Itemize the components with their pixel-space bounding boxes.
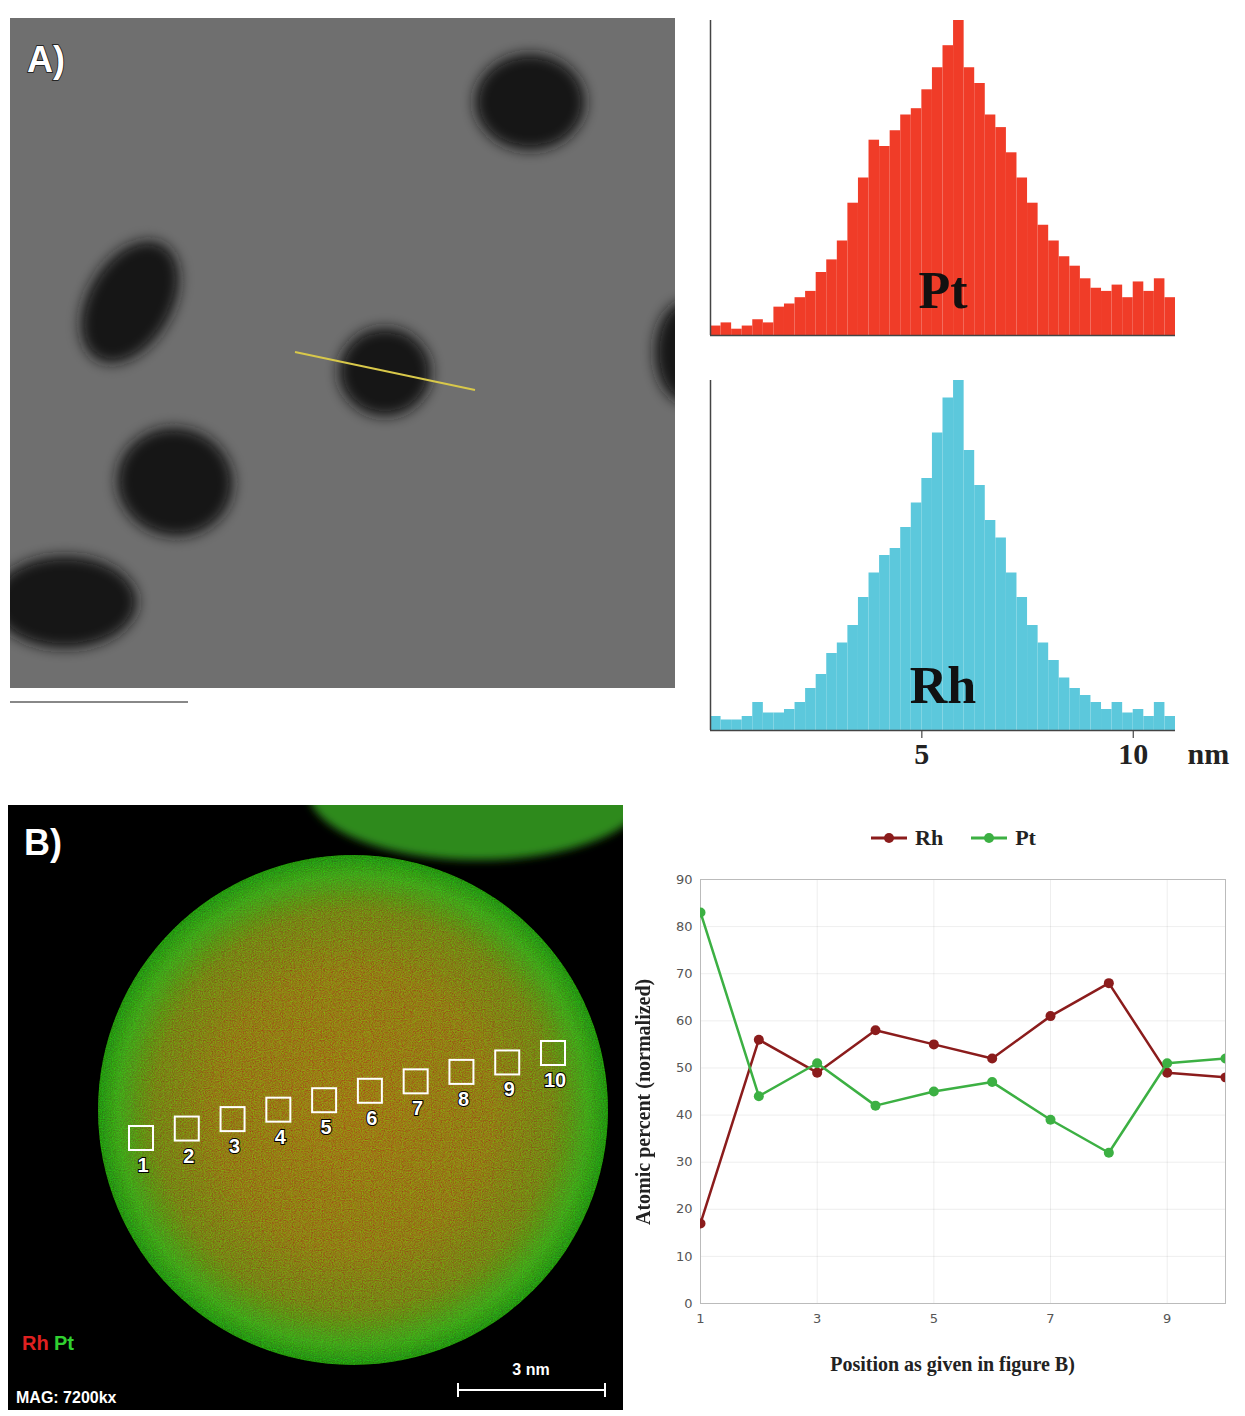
svg-text:B): B) <box>24 822 62 863</box>
svg-text:Rh: Rh <box>910 657 977 714</box>
svg-text:9: 9 <box>504 1078 515 1100</box>
svg-text:Pt: Pt <box>918 262 968 319</box>
svg-text:5: 5 <box>930 1311 938 1326</box>
svg-text:10: 10 <box>676 1249 693 1264</box>
svg-text:3: 3 <box>813 1311 821 1326</box>
svg-text:30: 30 <box>676 1154 693 1169</box>
svg-text:90: 90 <box>676 872 693 887</box>
svg-text:40: 40 <box>676 1107 693 1122</box>
svg-text:A): A) <box>27 39 65 80</box>
svg-text:20: 20 <box>676 1201 693 1216</box>
html-text:Position as given in figure B): Position as given in figure B) <box>830 1353 1075 1375</box>
svg-text:8: 8 <box>458 1088 469 1110</box>
html-text:Rh: Rh <box>915 825 944 850</box>
html-text:Atomic percent (normalized): Atomic percent (normalized) <box>632 978 654 1226</box>
svg-text:4: 4 <box>275 1126 287 1148</box>
svg-text:50: 50 <box>676 1060 693 1075</box>
svg-text:5: 5 <box>321 1116 332 1138</box>
html-text:Pt: Pt <box>1015 825 1036 850</box>
svg-text:10: 10 <box>544 1069 566 1091</box>
svg-text:3 nm: 3 nm <box>512 1361 549 1378</box>
svg-text:MAG: 7200kx: MAG: 7200kx <box>16 1389 117 1406</box>
svg-text:6: 6 <box>366 1107 377 1129</box>
svg-text:2: 2 <box>183 1145 194 1167</box>
svg-text:70: 70 <box>676 966 693 981</box>
svg-text:nm: nm <box>1188 737 1230 770</box>
svg-text:9: 9 <box>1163 1311 1171 1326</box>
svg-text:Pt: Pt <box>54 1332 74 1354</box>
svg-text:10: 10 <box>1118 737 1148 770</box>
svg-text:80: 80 <box>676 919 693 934</box>
svg-text:7: 7 <box>1046 1311 1054 1326</box>
svg-text:Rh: Rh <box>22 1332 49 1354</box>
svg-text:60: 60 <box>676 1013 693 1028</box>
svg-text:0: 0 <box>684 1296 692 1311</box>
svg-text:7: 7 <box>412 1097 423 1119</box>
svg-text:3: 3 <box>229 1135 240 1157</box>
svg-text:1: 1 <box>137 1154 148 1176</box>
svg-text:5: 5 <box>914 737 929 770</box>
svg-text:1: 1 <box>696 1311 704 1326</box>
